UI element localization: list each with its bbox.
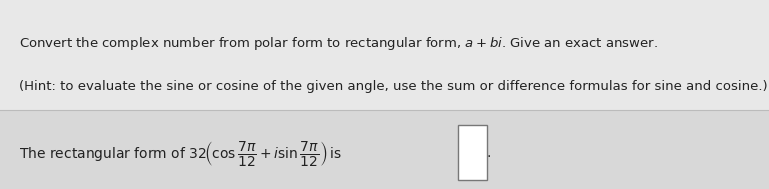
Bar	[0, 110, 769, 189]
Text: Convert the complex number from polar form to rectangular form, $a+bi$. Give an : Convert the complex number from polar fo…	[19, 35, 658, 52]
Text: (Hint: to evaluate the sine or cosine of the given angle, use the sum or differe: (Hint: to evaluate the sine or cosine of…	[19, 81, 768, 93]
Text: .: .	[487, 146, 491, 160]
FancyBboxPatch shape	[458, 125, 487, 180]
Text: The rectangular form of $32\!\left(\cos\dfrac{7\pi}{12}+i\sin\dfrac{7\pi}{12}\ri: The rectangular form of $32\!\left(\cos\…	[19, 139, 341, 168]
